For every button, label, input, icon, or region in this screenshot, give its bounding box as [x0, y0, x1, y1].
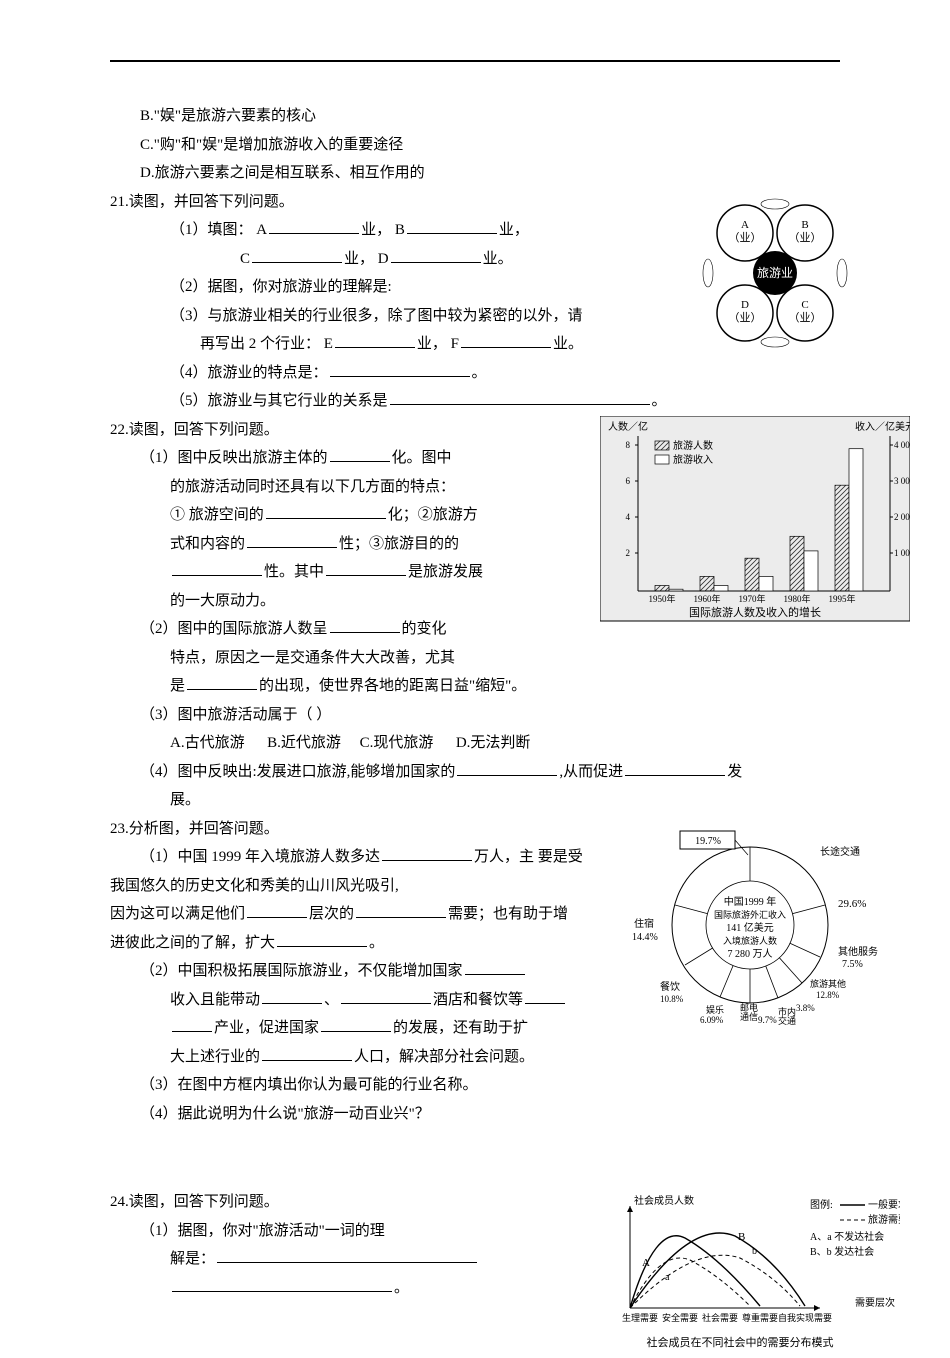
q23: 23.分析图，并回答问题。 中国1999 年 国际旅游外汇收入 141 亿美元	[110, 815, 840, 1129]
option-b: B."娱"是旅游六要素的核心	[110, 102, 840, 131]
svg-text:1950年: 1950年	[648, 593, 675, 604]
svg-text:1995年: 1995年	[828, 593, 855, 604]
svg-text:（业）: （业）	[729, 231, 762, 244]
svg-text:3 000: 3 000	[894, 476, 910, 486]
svg-text:旅游其他: 旅游其他	[810, 978, 846, 989]
svg-text:D: D	[741, 299, 749, 311]
svg-text:4 000: 4 000	[894, 440, 910, 450]
svg-text:14.4%: 14.4%	[632, 932, 658, 943]
svg-text:A: A	[642, 1257, 650, 1269]
q23-p4: （4）据此说明为什么说"旅游一动百业兴"？	[110, 1100, 840, 1129]
q22-p4-l1: （4）图中反映出:发展进口旅游,能够增加国家的,从而促进发	[110, 758, 840, 787]
q23-p2-l4: 大上述行业的人口，解决部分社会问题。	[110, 1043, 840, 1072]
q22: 22.读图，回答下列问题。 人数／亿 收入／亿美元 2 4 6 8	[110, 416, 840, 815]
svg-text:A、a 不发达社会: A、a 不发达社会	[810, 1230, 884, 1243]
svg-text:B: B	[738, 1231, 745, 1243]
q21-center-label: 旅游业	[757, 266, 793, 280]
svg-text:图例:: 图例:	[810, 1198, 833, 1211]
svg-text:（业）: （业）	[789, 311, 822, 324]
q23-pie: 中国1999 年 国际旅游外汇收入 141 亿美元 入境旅游人数 7 280 万…	[620, 815, 880, 1025]
q21-p4: （4）旅游业的特点是：。	[110, 359, 840, 388]
svg-text:6: 6	[626, 476, 631, 486]
q23-p3: （3）在图中方框内填出你认为最可能的行业名称。	[110, 1071, 840, 1100]
svg-text:B: B	[801, 219, 808, 231]
svg-text:29.6%: 29.6%	[838, 898, 866, 910]
svg-text:交通: 交通	[778, 1015, 796, 1025]
svg-text:a: a	[665, 1272, 670, 1283]
svg-text:国际旅游人数及收入的增长: 国际旅游人数及收入的增长	[689, 605, 821, 619]
svg-text:B、b 发达社会: B、b 发达社会	[810, 1245, 874, 1258]
svg-text:收入／亿美元: 收入／亿美元	[855, 420, 910, 433]
q22-p2-l3: 是的出现，使世界各地的距离日益"缩短"。	[110, 672, 840, 701]
svg-text:旅游人数: 旅游人数	[673, 439, 713, 452]
q22-p3-opts: A.古代旅游 B.近代旅游 C.现代旅游 D.无法判断	[110, 729, 840, 758]
svg-text:b: b	[752, 1246, 757, 1257]
svg-text:生理需要: 生理需要	[622, 1312, 658, 1323]
option-d: D.旅游六要素之间是相互联系、相互作用的	[110, 159, 840, 188]
svg-text:4: 4	[626, 512, 631, 522]
svg-text:社会成员人数: 社会成员人数	[634, 1194, 694, 1207]
svg-text:1970年: 1970年	[738, 593, 765, 604]
svg-text:旅游收入: 旅游收入	[673, 453, 713, 466]
q22-chart: 人数／亿 收入／亿美元 2 4 6 8 1 000 2 000 3 000 4 …	[600, 416, 910, 636]
page: B."娱"是旅游六要素的核心 C."购"和"娱"是增加旅游收入的重要途径 D.旅…	[0, 0, 950, 1344]
svg-text:需要层次: 需要层次	[855, 1296, 895, 1309]
svg-text:社会需要: 社会需要	[702, 1312, 738, 1323]
svg-text:长途交通: 长途交通	[820, 845, 860, 858]
q22-p2-l2: 特点，原因之一是交通条件大大改善，尤其	[110, 644, 840, 673]
spacer	[110, 1128, 840, 1188]
svg-text:6.09%: 6.09%	[700, 1015, 724, 1025]
svg-text:一般要求: 一般要求	[868, 1198, 900, 1211]
q22-p3: （3）图中旅游活动属于（ ）	[110, 701, 840, 730]
option-c: C."购"和"娱"是增加旅游收入的重要途径	[110, 131, 840, 160]
svg-text:餐饮: 餐饮	[660, 980, 680, 993]
q24-figure: 社会成员人数 A a B b 生理需要 安全需要 社会需要 尊重需要 自我实现需…	[600, 1188, 900, 1358]
q21-p5: （5）旅游业与其它行业的关系是。	[110, 387, 840, 416]
svg-text:C: C	[801, 299, 808, 311]
svg-text:2: 2	[626, 548, 631, 558]
top-rule	[110, 60, 840, 62]
svg-text:7 280 万人: 7 280 万人	[728, 948, 773, 960]
svg-text:12.8%: 12.8%	[816, 990, 840, 1000]
svg-text:国际旅游外汇收入: 国际旅游外汇收入	[714, 909, 786, 920]
svg-text:（业）: （业）	[789, 231, 822, 244]
svg-text:安全需要: 安全需要	[662, 1312, 698, 1323]
svg-text:（业）: （业）	[729, 311, 762, 324]
svg-text:8: 8	[626, 440, 631, 450]
q24: 24.读图，回答下列问题。 社会成员人数 A a B b 生理需要 安全需要 社…	[110, 1188, 840, 1302]
svg-text:其他服务: 其他服务	[838, 945, 878, 958]
svg-text:娱乐: 娱乐	[706, 1004, 724, 1015]
svg-text:人数／亿: 人数／亿	[608, 420, 648, 433]
svg-text:A: A	[741, 219, 749, 231]
svg-text:社会成员在不同社会中的需要分布模式: 社会成员在不同社会中的需要分布模式	[647, 1335, 834, 1349]
svg-text:3.8%: 3.8%	[796, 1003, 815, 1013]
svg-text:住宿: 住宿	[634, 917, 654, 930]
q21: 21.读图，并回答下列问题。 旅游业 A （业） B （业） C （业）	[110, 188, 840, 416]
svg-text:入境旅游人数: 入境旅游人数	[723, 935, 777, 946]
svg-text:1 000: 1 000	[894, 548, 910, 558]
svg-text:尊重需要: 尊重需要	[742, 1312, 778, 1323]
svg-text:141 亿美元: 141 亿美元	[726, 921, 774, 934]
svg-text:1980年: 1980年	[783, 593, 810, 604]
q21-figure: 旅游业 A （业） B （业） C （业） D （业）	[690, 188, 860, 358]
svg-text:2 000: 2 000	[894, 512, 910, 522]
svg-text:7.5%: 7.5%	[842, 959, 863, 970]
svg-text:自我实现需要: 自我实现需要	[778, 1312, 832, 1323]
svg-text:旅游需要: 旅游需要	[868, 1213, 900, 1226]
svg-text:邮电: 邮电	[740, 1002, 758, 1013]
svg-text:中国1999 年: 中国1999 年	[724, 895, 777, 908]
svg-text:1960年: 1960年	[693, 593, 720, 604]
svg-text:19.7%: 19.7%	[695, 836, 721, 847]
q22-p4-l2: 展。	[110, 786, 840, 815]
svg-text:10.8%: 10.8%	[660, 994, 684, 1004]
svg-text:9.7%: 9.7%	[758, 1015, 777, 1025]
